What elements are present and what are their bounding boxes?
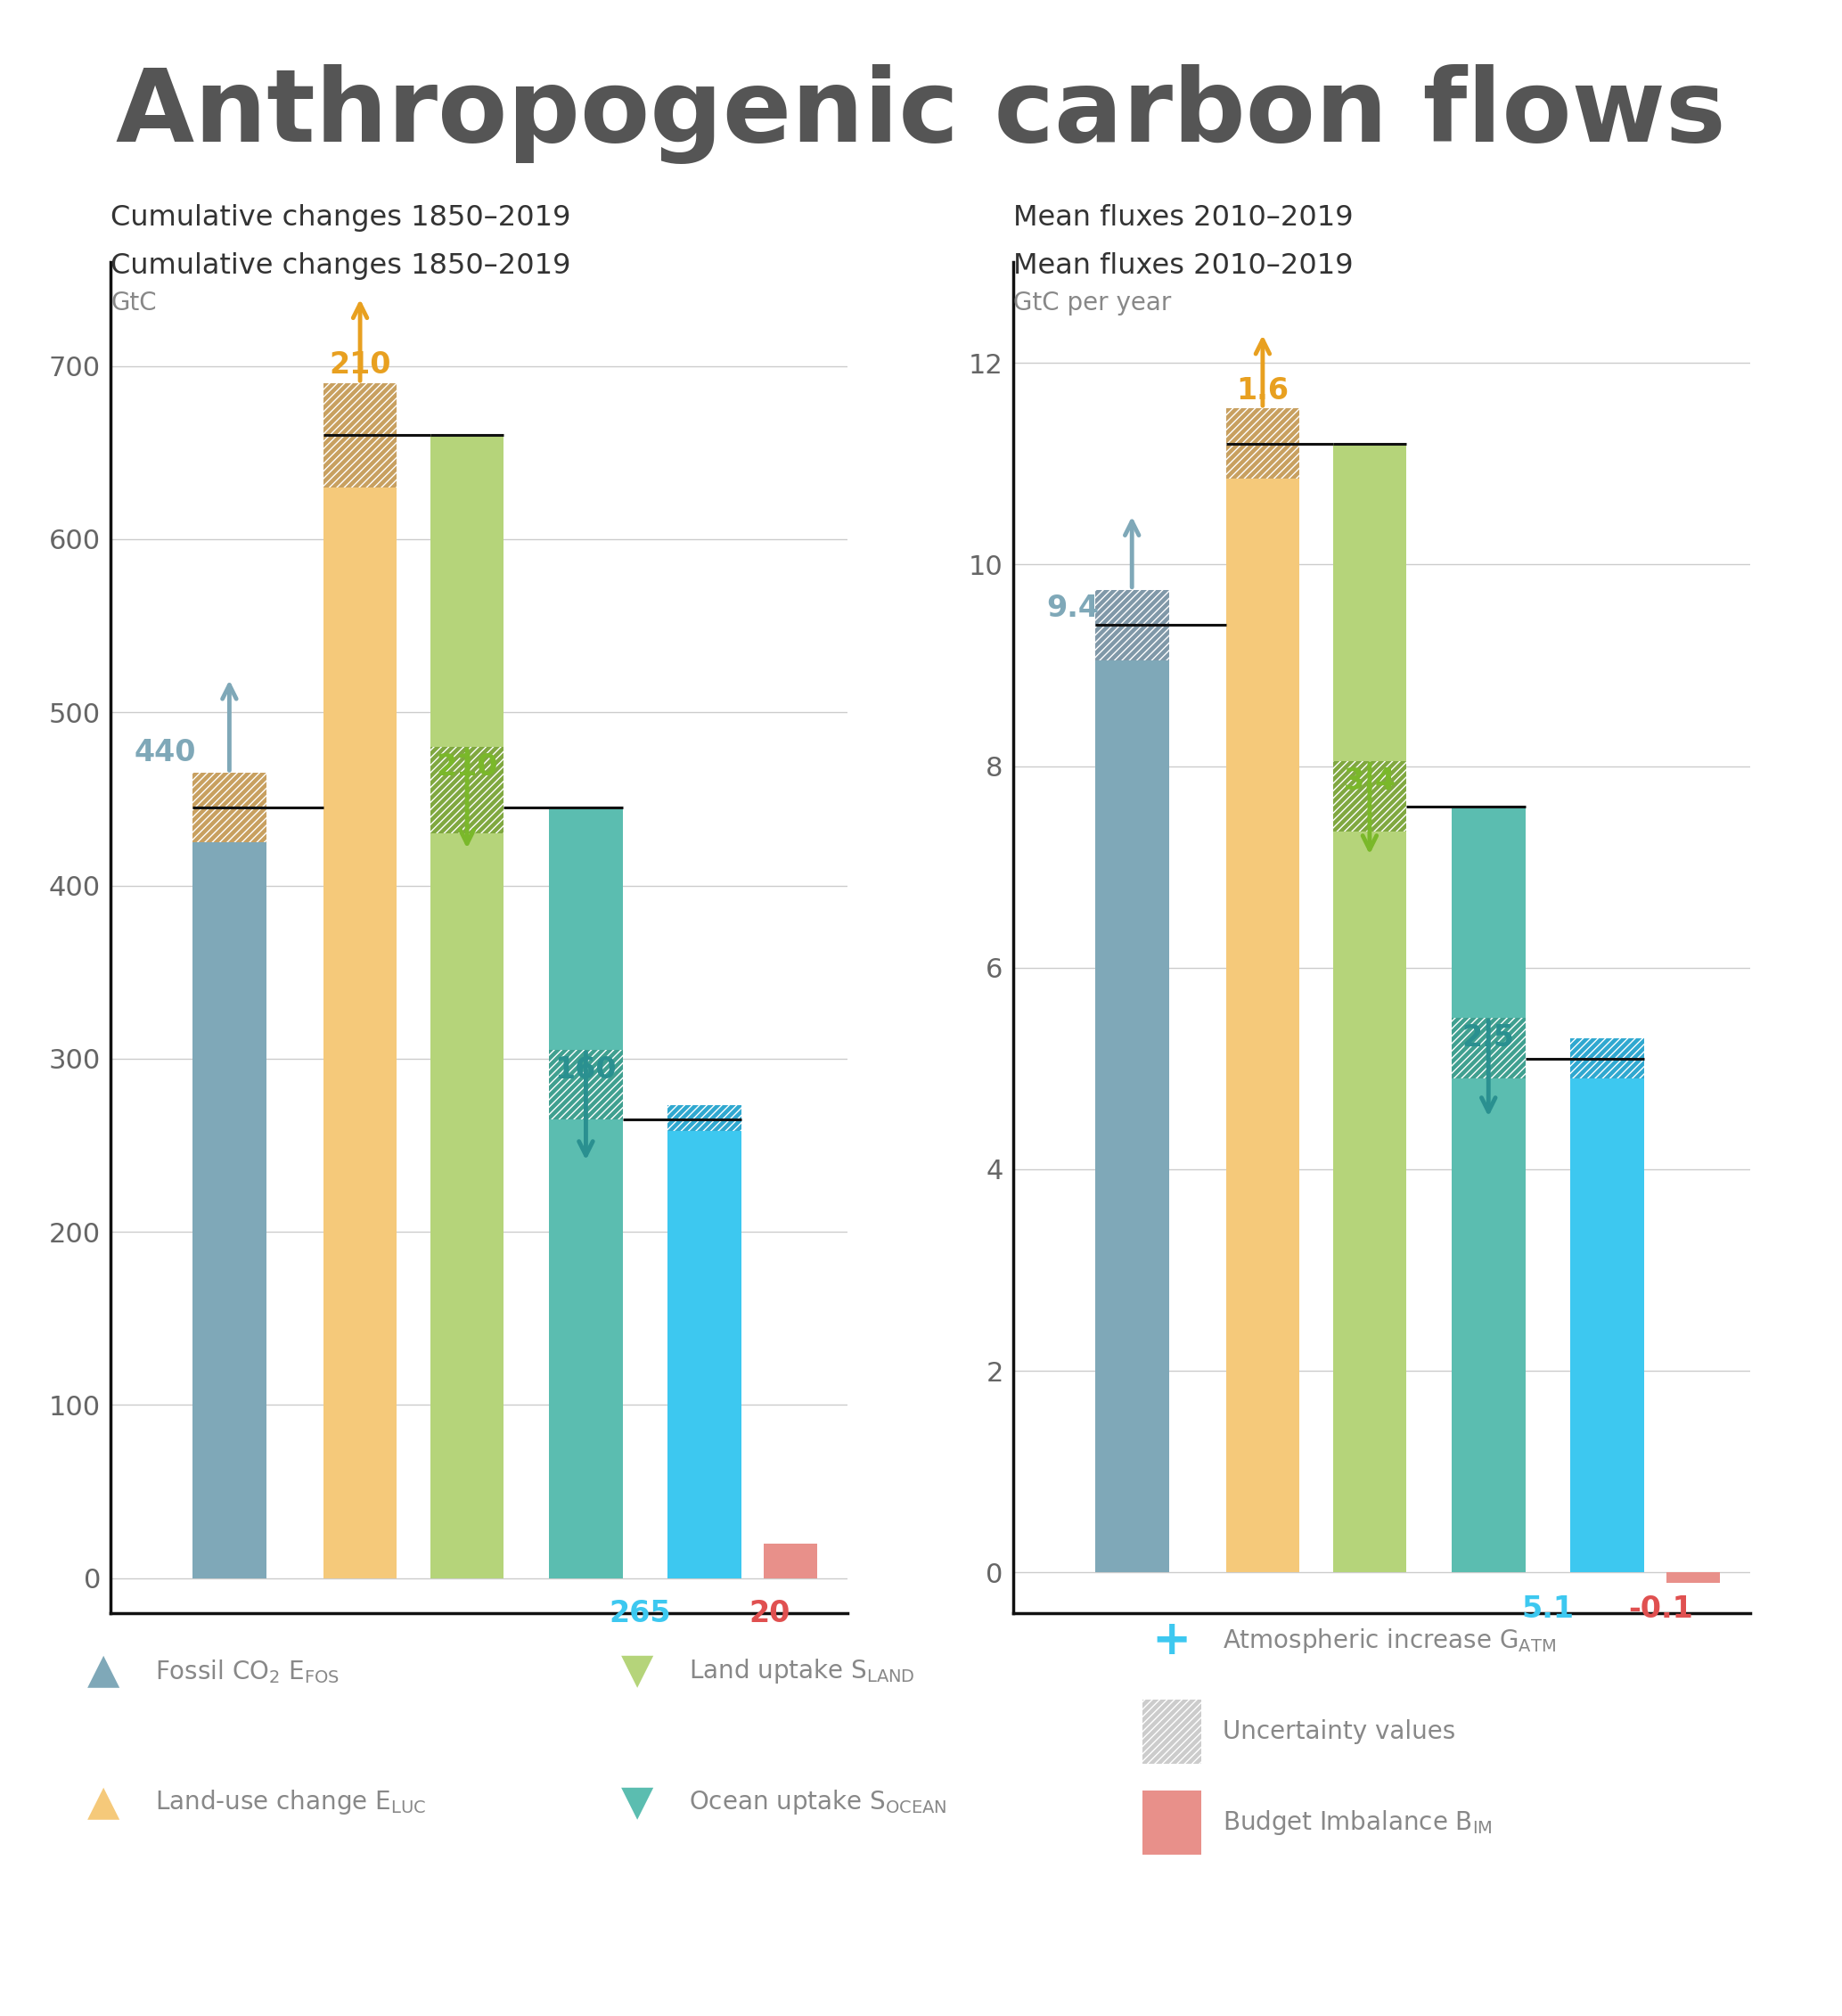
Text: Fossil CO$_2$ E$_\mathregular{FOS}$: Fossil CO$_2$ E$_\mathregular{FOS}$	[155, 1657, 339, 1685]
Text: 265: 265	[610, 1599, 672, 1629]
Bar	[1571, 1038, 1645, 1079]
Text: GtC: GtC	[111, 290, 157, 314]
Text: 20: 20	[750, 1599, 790, 1629]
Bar	[322, 383, 396, 488]
Text: -0.1: -0.1	[1628, 1595, 1693, 1625]
Text: Mean fluxes 2010–2019: Mean fluxes 2010–2019	[1013, 252, 1354, 280]
Text: Atmospheric increase G$_\mathregular{ATM}$: Atmospheric increase G$_\mathregular{ATM…	[1223, 1627, 1556, 1655]
Text: +: +	[1151, 1619, 1192, 1663]
Text: Cumulative changes 1850–2019: Cumulative changes 1850–2019	[111, 252, 571, 280]
Bar	[431, 435, 505, 1579]
Bar	[193, 772, 267, 843]
Text: ▼: ▼	[621, 1782, 654, 1822]
Bar	[669, 1119, 742, 1579]
Text: Budget Imbalance B$_\mathregular{IM}$: Budget Imbalance B$_\mathregular{IM}$	[1223, 1808, 1494, 1837]
Bar	[431, 748, 505, 833]
Text: 210: 210	[330, 351, 391, 379]
Bar	[1096, 625, 1170, 1572]
Text: 9.4: 9.4	[1046, 593, 1098, 623]
Text: ▲: ▲	[87, 1651, 120, 1691]
Text: 5.1: 5.1	[1521, 1595, 1575, 1625]
Text: Mean fluxes 2010–2019: Mean fluxes 2010–2019	[1013, 204, 1354, 232]
Bar	[1451, 806, 1525, 1572]
Text: Land uptake S$_\mathregular{LAND}$: Land uptake S$_\mathregular{LAND}$	[689, 1657, 915, 1685]
Bar	[1334, 444, 1407, 1572]
Text: 160: 160	[554, 1054, 617, 1085]
Bar	[1225, 407, 1299, 480]
Bar	[549, 1050, 623, 1119]
Text: 210: 210	[437, 752, 497, 782]
Text: Ocean uptake S$_\mathregular{OCEAN}$: Ocean uptake S$_\mathregular{OCEAN}$	[689, 1788, 947, 1816]
Bar	[1096, 589, 1170, 661]
Bar	[1225, 444, 1299, 1572]
Text: 3.4: 3.4	[1343, 766, 1396, 796]
Text: 2.5: 2.5	[1463, 1024, 1514, 1052]
Bar	[669, 1105, 742, 1131]
Text: 1.6: 1.6	[1236, 375, 1289, 405]
Text: Land-use change E$_\mathregular{LUC}$: Land-use change E$_\mathregular{LUC}$	[155, 1788, 426, 1816]
Text: Uncertainty values: Uncertainty values	[1223, 1720, 1455, 1744]
Text: ▼: ▼	[621, 1651, 654, 1691]
Bar	[1451, 1018, 1525, 1079]
Text: GtC per year: GtC per year	[1013, 290, 1172, 314]
Text: 440: 440	[134, 738, 195, 768]
Bar	[549, 808, 623, 1579]
Bar	[322, 435, 396, 1579]
Bar	[193, 808, 267, 1579]
Text: Anthropogenic carbon flows: Anthropogenic carbon flows	[116, 65, 1726, 165]
Bar	[764, 1544, 818, 1579]
Bar	[1334, 762, 1407, 833]
Bar	[1667, 1572, 1720, 1583]
Text: ▲: ▲	[87, 1782, 120, 1822]
Text: Cumulative changes 1850–2019: Cumulative changes 1850–2019	[111, 204, 571, 232]
Bar	[1571, 1058, 1645, 1572]
